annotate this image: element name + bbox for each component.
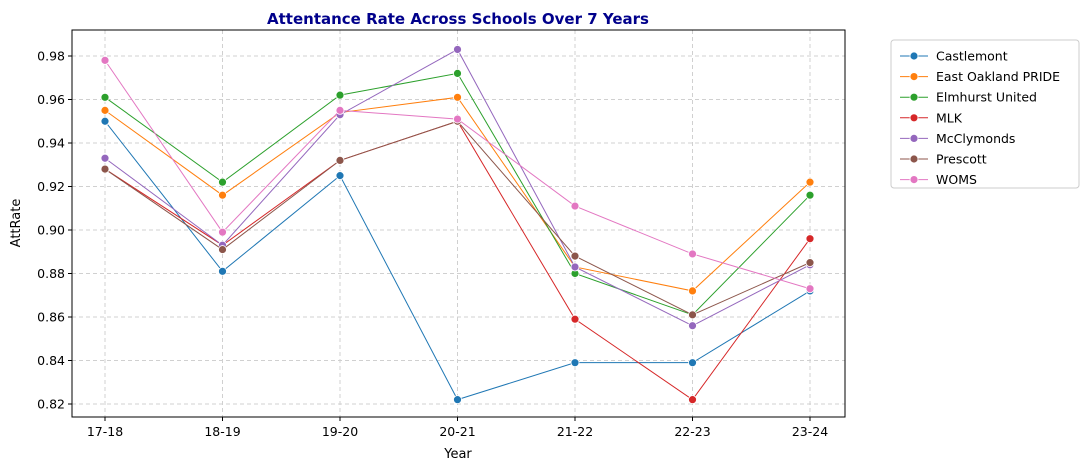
data-point [805,284,815,294]
data-point [100,153,110,163]
legend-marker [909,51,919,61]
data-point [688,310,697,320]
data-point [570,201,580,211]
data-point [805,258,815,268]
x-axis-label: Year [443,447,472,462]
data-point [453,92,462,102]
data-point [688,395,697,405]
data-point [453,395,462,405]
legend-label: WOMS [936,172,977,187]
data-point [335,171,345,181]
legend-label: Elmhurst United [936,90,1037,105]
x-tick-label: 19-20 [322,424,358,439]
legend-marker [909,72,919,81]
data-point [100,55,110,65]
data-point [100,92,110,102]
chart-title: Attentance Rate Across Schools Over 7 Ye… [267,10,649,28]
series-woms [100,55,815,294]
data-point [100,164,110,174]
y-tick-label: 0.94 [37,136,65,151]
x-tick-label: 20-21 [439,424,475,439]
y-tick-label: 0.90 [37,223,65,238]
y-tick-label: 0.84 [37,353,65,368]
x-tick-label: 23-24 [792,424,828,439]
y-tick-label: 0.92 [37,179,65,194]
y-tick-label: 0.98 [37,49,65,64]
data-point [335,105,345,115]
y-axis-ticks: 0.82 0.84 0.86 0.88 0.90 0.92 0.94 0.96 0.98 [37,49,72,412]
legend-box [890,39,1080,189]
data-point [570,358,580,368]
legend-label: Castlemont [936,49,1008,64]
data-point [570,251,580,261]
data-point [688,358,697,368]
data-point [218,266,227,276]
data-point [218,227,227,237]
legend-label: Prescott [936,152,987,167]
data-point [218,190,227,200]
series-prescott [100,116,815,320]
data-point [570,262,580,272]
y-axis-label: AttRate [9,199,24,248]
y-tick-label: 0.86 [37,310,65,325]
x-tick-label: 22-23 [674,424,710,439]
data-point [805,234,815,244]
grid [72,30,845,417]
data-point [453,114,462,124]
x-tick-label: 18-19 [204,424,240,439]
y-tick-label: 0.88 [37,266,65,281]
legend-marker [909,133,919,143]
legend-marker [909,154,919,164]
x-axis-ticks: 17-18 18-19 19-20 20-21 21-22 22-23 23-24 [87,417,828,439]
legend-label: MLK [936,110,963,125]
data-point [100,116,110,126]
data-point [100,105,110,115]
data-point [218,177,227,187]
data-point [218,245,227,254]
legend-marker [909,175,919,185]
data-point [688,286,697,296]
data-point [570,314,580,324]
data-point [805,190,815,200]
series-lines [100,45,815,405]
legend-marker [909,113,919,123]
x-tick-label: 21-22 [557,424,593,439]
data-point [453,69,462,78]
data-point [335,90,345,100]
x-tick-label: 17-18 [87,424,123,439]
data-point [805,177,815,187]
legend-label: McClymonds [936,131,1015,146]
y-tick-label: 0.82 [37,397,65,412]
data-point [453,45,462,54]
data-point [688,249,697,259]
data-point [688,321,697,331]
plot-area-frame [71,29,846,418]
legend: Castlemont East Oakland PRIDE Elmhurst Uni… [890,39,1080,189]
legend-label: East Oakland PRIDE [936,69,1060,84]
legend-marker [909,92,919,102]
data-point [335,155,345,165]
y-tick-label: 0.96 [37,92,65,107]
